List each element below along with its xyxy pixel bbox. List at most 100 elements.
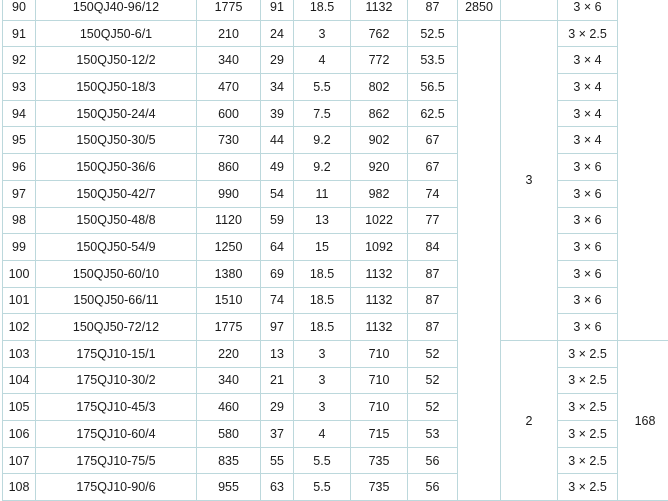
cell-power[interactable]: 7.5 [294, 100, 351, 127]
cell-pump-model[interactable]: 150QJ50-12/2 [36, 47, 197, 74]
cell-cable-spec[interactable]: 3 × 2.5 [558, 367, 618, 394]
cell-cable-spec[interactable]: 3 × 4 [558, 74, 618, 101]
cell-value-b[interactable]: 53 [408, 421, 458, 448]
cell-pump-model[interactable]: 150QJ50-48/8 [36, 207, 197, 234]
cell-cable-spec[interactable]: 3 × 2.5 [558, 447, 618, 474]
cell-head[interactable]: 63 [261, 474, 294, 501]
cell-value-b[interactable]: 87 [408, 287, 458, 314]
cell-cable-spec[interactable]: 3 × 6 [558, 180, 618, 207]
cell-value-b[interactable]: 67 [408, 154, 458, 181]
cell-head[interactable]: 54 [261, 180, 294, 207]
cell-value-b[interactable]: 52.5 [408, 20, 458, 47]
cell-power[interactable]: 9.2 [294, 127, 351, 154]
cell-head[interactable]: 59 [261, 207, 294, 234]
cell-power[interactable]: 18.5 [294, 260, 351, 287]
cell-value-b[interactable]: 52 [408, 367, 458, 394]
cell-flow-rate[interactable]: 955 [197, 474, 261, 501]
cell-power[interactable]: 3 [294, 367, 351, 394]
cell-power[interactable]: 13 [294, 207, 351, 234]
cell-cable-cores-blank[interactable] [501, 0, 558, 20]
cell-pump-model[interactable]: 175QJ10-90/6 [36, 474, 197, 501]
cell-value-a[interactable]: 902 [351, 127, 408, 154]
cell-cable-spec[interactable]: 3 × 6 [558, 314, 618, 341]
cell-serial-number[interactable]: 108 [3, 474, 36, 501]
cell-cable-spec[interactable]: 3 × 6 [558, 207, 618, 234]
cell-power[interactable]: 3 [294, 340, 351, 367]
cell-flow-rate[interactable]: 835 [197, 447, 261, 474]
cell-value-a[interactable]: 1022 [351, 207, 408, 234]
cell-value-a[interactable]: 710 [351, 340, 408, 367]
cell-serial-number[interactable]: 107 [3, 447, 36, 474]
cell-head[interactable]: 39 [261, 100, 294, 127]
cell-power[interactable]: 18.5 [294, 314, 351, 341]
cell-serial-number[interactable]: 91 [3, 20, 36, 47]
cell-value-b[interactable]: 84 [408, 234, 458, 261]
cell-power[interactable]: 18.5 [294, 0, 351, 20]
cell-cable-spec[interactable]: 3 × 2.5 [558, 20, 618, 47]
cell-head[interactable]: 21 [261, 367, 294, 394]
cell-serial-number[interactable]: 98 [3, 207, 36, 234]
cell-head[interactable]: 13 [261, 340, 294, 367]
cell-flow-rate[interactable]: 990 [197, 180, 261, 207]
cell-cable-spec[interactable]: 3 × 2.5 [558, 421, 618, 448]
cell-head[interactable]: 49 [261, 154, 294, 181]
cell-head[interactable]: 74 [261, 287, 294, 314]
cell-serial-number[interactable]: 96 [3, 154, 36, 181]
cell-serial-number[interactable]: 95 [3, 127, 36, 154]
cell-value-a[interactable]: 862 [351, 100, 408, 127]
cell-value-a[interactable]: 772 [351, 47, 408, 74]
cell-flow-rate[interactable]: 1775 [197, 0, 261, 20]
cell-value-b[interactable]: 87 [408, 314, 458, 341]
cell-value-a[interactable]: 735 [351, 474, 408, 501]
cell-power[interactable]: 9.2 [294, 154, 351, 181]
cell-value-b[interactable]: 74 [408, 180, 458, 207]
cell-head[interactable]: 55 [261, 447, 294, 474]
cell-value-a[interactable]: 1132 [351, 260, 408, 287]
cell-pump-model[interactable]: 150QJ50-42/7 [36, 180, 197, 207]
cell-power[interactable]: 4 [294, 47, 351, 74]
cell-value-a[interactable]: 802 [351, 74, 408, 101]
cell-value-a[interactable]: 920 [351, 154, 408, 181]
cell-serial-number[interactable]: 106 [3, 421, 36, 448]
cell-cable-cores[interactable]: 3 [501, 20, 558, 340]
cell-flow-rate[interactable]: 340 [197, 367, 261, 394]
cell-value-a[interactable]: 1132 [351, 314, 408, 341]
cell-pump-model[interactable]: 150QJ50-66/11 [36, 287, 197, 314]
cell-flow-rate[interactable]: 470 [197, 74, 261, 101]
cell-cable-spec[interactable]: 3 × 6 [558, 287, 618, 314]
cell-cable-spec[interactable]: 3 × 4 [558, 47, 618, 74]
cell-flow-rate[interactable]: 340 [197, 47, 261, 74]
cell-serial-number[interactable]: 101 [3, 287, 36, 314]
cell-power[interactable]: 15 [294, 234, 351, 261]
cell-cable-length[interactable]: 168 [618, 340, 668, 500]
cell-head[interactable]: 64 [261, 234, 294, 261]
cell-value-a[interactable]: 1092 [351, 234, 408, 261]
cell-flow-rate[interactable]: 220 [197, 340, 261, 367]
cell-value-a[interactable]: 710 [351, 367, 408, 394]
cell-value-b[interactable]: 87 [408, 0, 458, 20]
cell-cable-spec[interactable]: 3 × 6 [558, 0, 618, 20]
cell-cable-cores[interactable]: 2 [501, 340, 558, 500]
cell-pump-model[interactable]: 175QJ10-75/5 [36, 447, 197, 474]
cell-serial-number[interactable]: 97 [3, 180, 36, 207]
cell-flow-rate[interactable]: 460 [197, 394, 261, 421]
cell-value-a[interactable]: 715 [351, 421, 408, 448]
cell-cable-spec[interactable]: 3 × 4 [558, 127, 618, 154]
cell-serial-number[interactable]: 90 [3, 0, 36, 20]
cell-value-b[interactable]: 56.5 [408, 74, 458, 101]
cell-flow-rate[interactable]: 1120 [197, 207, 261, 234]
cell-pump-model[interactable]: 150QJ50-36/6 [36, 154, 197, 181]
cell-head[interactable]: 34 [261, 74, 294, 101]
cell-pump-model[interactable]: 175QJ10-45/3 [36, 394, 197, 421]
cell-value-b[interactable]: 53.5 [408, 47, 458, 74]
cell-value-b[interactable]: 56 [408, 474, 458, 501]
cell-flow-rate[interactable]: 600 [197, 100, 261, 127]
cell-serial-number[interactable]: 94 [3, 100, 36, 127]
cell-head[interactable]: 69 [261, 260, 294, 287]
cell-value-b[interactable]: 56 [408, 447, 458, 474]
cell-value-a[interactable]: 762 [351, 20, 408, 47]
cell-head[interactable]: 24 [261, 20, 294, 47]
cell-flow-rate[interactable]: 1250 [197, 234, 261, 261]
cell-pump-model[interactable]: 175QJ10-30/2 [36, 367, 197, 394]
cell-rotation-speed[interactable]: 2850 [458, 0, 501, 20]
